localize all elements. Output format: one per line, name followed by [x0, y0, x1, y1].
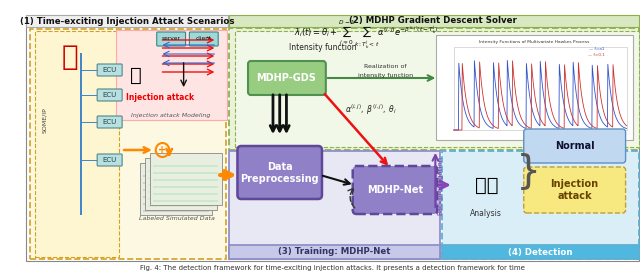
- Bar: [143, 182, 209, 184]
- Bar: [228, 28, 639, 150]
- Bar: [143, 210, 209, 212]
- Text: Fig. 4: The detection framework for time-exciting injection attacks. It presents: Fig. 4: The detection framework for time…: [140, 265, 525, 271]
- Text: Intensity function: Intensity function: [289, 43, 356, 51]
- Bar: [234, 31, 639, 147]
- Text: (3) Training: MDHP-Net: (3) Training: MDHP-Net: [278, 248, 391, 257]
- Bar: [153, 199, 218, 202]
- FancyBboxPatch shape: [248, 61, 326, 95]
- Bar: [153, 164, 218, 167]
- Text: $\lambda_i(t)=\theta_i+\sum_{j=0}^{D-1}\sum_{k:T_k^j<t}\alpha^{(i,j)}e^{-\beta^{: $\lambda_i(t)=\theta_i+\sum_{j=0}^{D-1}\…: [294, 19, 438, 51]
- Text: ECU: ECU: [102, 119, 116, 125]
- Text: — f=a1: — f=a1: [589, 47, 604, 51]
- Text: Labeled Simulated Data: Labeled Simulated Data: [139, 216, 215, 221]
- Bar: [143, 196, 209, 198]
- Bar: [145, 158, 217, 210]
- Text: ECU: ECU: [102, 67, 116, 73]
- Text: {: {: [508, 151, 532, 189]
- Text: (4) Detection: (4) Detection: [508, 248, 572, 257]
- Bar: [81, 122, 98, 123]
- Text: Analysis: Analysis: [470, 208, 502, 218]
- Bar: [143, 188, 209, 191]
- Text: server: server: [162, 37, 180, 42]
- Text: Data
Preprocessing: Data Preprocessing: [241, 162, 319, 184]
- Bar: [143, 175, 209, 177]
- FancyBboxPatch shape: [353, 166, 437, 214]
- Bar: [148, 183, 213, 186]
- Text: Injection attack: Injection attack: [125, 92, 194, 101]
- Bar: [81, 70, 98, 71]
- Bar: [436, 35, 633, 140]
- Bar: [153, 172, 218, 174]
- Bar: [442, 151, 639, 259]
- Bar: [80, 53, 82, 215]
- Text: $\alpha^{(i,j)},\ \beta^{(i,j)},\ \theta_i$: $\alpha^{(i,j)},\ \beta^{(i,j)},\ \theta…: [345, 103, 397, 117]
- FancyBboxPatch shape: [97, 116, 122, 128]
- FancyBboxPatch shape: [237, 146, 322, 199]
- Bar: [148, 197, 213, 200]
- FancyBboxPatch shape: [97, 154, 122, 166]
- FancyBboxPatch shape: [157, 32, 186, 46]
- Text: ECU: ECU: [102, 92, 116, 98]
- Text: +: +: [159, 145, 166, 155]
- Text: client: client: [196, 37, 212, 42]
- Text: Realization of: Realization of: [364, 65, 406, 70]
- Bar: [148, 205, 213, 207]
- Text: Injection attack Modeling: Injection attack Modeling: [131, 112, 211, 117]
- Bar: [30, 29, 226, 259]
- Text: MDHP-GDS: MDHP-GDS: [257, 73, 316, 83]
- Text: 🕵: 🕵: [130, 65, 141, 84]
- Bar: [228, 245, 440, 259]
- FancyBboxPatch shape: [97, 64, 122, 76]
- Text: MDHP-Net: MDHP-Net: [367, 185, 423, 195]
- Text: (1) Time-exciting Injection Attack Scenarios: (1) Time-exciting Injection Attack Scena…: [20, 16, 234, 26]
- Bar: [148, 169, 213, 172]
- Bar: [140, 163, 212, 215]
- Bar: [26, 16, 639, 261]
- Bar: [143, 202, 209, 205]
- Text: intensity function: intensity function: [358, 73, 413, 78]
- Text: — f=0.1: — f=0.1: [588, 53, 605, 57]
- FancyBboxPatch shape: [97, 89, 122, 101]
- FancyBboxPatch shape: [524, 129, 625, 163]
- Text: Normal: Normal: [555, 141, 595, 151]
- Text: 👨‍💻: 👨‍💻: [474, 175, 498, 194]
- Text: (2) MDHP Gradient Descent Solver: (2) MDHP Gradient Descent Solver: [349, 16, 517, 26]
- Bar: [228, 151, 440, 259]
- Bar: [454, 47, 627, 130]
- Bar: [81, 95, 98, 96]
- Bar: [148, 191, 213, 193]
- Bar: [81, 160, 98, 161]
- Text: Injection
attack: Injection attack: [550, 179, 599, 201]
- Bar: [153, 186, 218, 188]
- Bar: [228, 15, 639, 27]
- Bar: [150, 153, 222, 205]
- Bar: [153, 178, 218, 181]
- Text: Backpropagation: Backpropagation: [437, 155, 443, 214]
- Bar: [442, 245, 639, 259]
- Bar: [35, 31, 119, 257]
- Text: 🚗: 🚗: [62, 43, 79, 71]
- Text: Intensity Functions of Multivariate Hawkes Process: Intensity Functions of Multivariate Hawk…: [479, 40, 589, 44]
- FancyBboxPatch shape: [189, 32, 218, 46]
- Text: SOME/IP: SOME/IP: [42, 107, 47, 133]
- FancyBboxPatch shape: [524, 167, 625, 213]
- Text: ECU: ECU: [102, 157, 116, 163]
- Bar: [116, 30, 227, 120]
- Bar: [153, 192, 218, 195]
- Bar: [148, 177, 213, 179]
- Bar: [26, 15, 228, 27]
